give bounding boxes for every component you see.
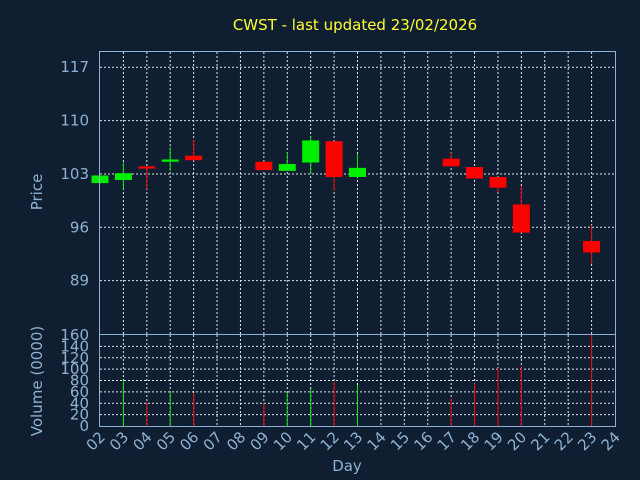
day-tick-label: 17 bbox=[434, 428, 460, 454]
price-tick-label: 89 bbox=[70, 272, 89, 290]
day-tick-label: 10 bbox=[270, 428, 296, 454]
price-tick-label: 117 bbox=[60, 58, 89, 76]
candle-body bbox=[302, 140, 320, 163]
day-tick-label: 12 bbox=[317, 428, 343, 454]
day-tick-label: 06 bbox=[176, 428, 202, 454]
day-tick-label: 07 bbox=[200, 428, 226, 454]
candle-body bbox=[114, 173, 132, 181]
day-axis-ticks: 0203040506070809101112131415161718192021… bbox=[83, 428, 624, 454]
day-tick-label: 09 bbox=[246, 428, 272, 454]
volume-tick-label: 80 bbox=[70, 372, 89, 390]
day-tick-label: 20 bbox=[504, 428, 530, 454]
volume-panel-frame bbox=[99, 334, 616, 427]
candle-body bbox=[349, 167, 366, 177]
volume-tick-label: 140 bbox=[60, 337, 89, 355]
volume-tick-label: 60 bbox=[70, 383, 89, 401]
volume-tick-label: 160 bbox=[60, 326, 89, 344]
day-tick-label: 22 bbox=[551, 428, 577, 454]
candle-body bbox=[466, 167, 484, 179]
price-tick-label: 96 bbox=[70, 218, 89, 236]
day-tick-label: 08 bbox=[223, 428, 249, 454]
volume-axis-label: Volume (0000) bbox=[28, 326, 46, 436]
volume-tick-label: 20 bbox=[70, 406, 89, 424]
volume-tick-label: 100 bbox=[60, 360, 89, 378]
candle-body bbox=[255, 161, 273, 171]
candle-body bbox=[442, 158, 460, 167]
volume-tick-label: 120 bbox=[60, 349, 89, 367]
day-tick-label: 23 bbox=[574, 428, 600, 454]
candle-body bbox=[583, 241, 601, 253]
price-tick-label: 110 bbox=[60, 112, 89, 130]
volume-bars bbox=[122, 335, 593, 426]
price-axis-label: Price bbox=[28, 174, 46, 211]
day-tick-label: 14 bbox=[364, 428, 390, 454]
day-tick-label: 11 bbox=[293, 428, 319, 454]
candle-body bbox=[138, 166, 156, 169]
candle-body bbox=[489, 176, 507, 188]
volume-tick-label: 0 bbox=[79, 417, 89, 435]
day-tick-label: 19 bbox=[481, 428, 507, 454]
candles bbox=[91, 135, 601, 264]
candle-body bbox=[185, 155, 203, 161]
day-tick-label: 21 bbox=[527, 428, 553, 454]
day-tick-label: 04 bbox=[129, 428, 155, 454]
candle-body bbox=[325, 141, 343, 177]
price-grid bbox=[100, 52, 615, 334]
candle-body bbox=[278, 164, 296, 171]
x-axis-label: Day bbox=[332, 457, 362, 475]
price-axis-ticks: 89 96 103 110 117 bbox=[60, 58, 89, 289]
day-tick-label: 16 bbox=[410, 428, 436, 454]
candle-body bbox=[161, 159, 179, 162]
day-tick-label: 24 bbox=[598, 428, 624, 454]
candle-body bbox=[512, 204, 530, 233]
day-tick-label: 15 bbox=[387, 428, 413, 454]
day-tick-label: 13 bbox=[340, 428, 366, 454]
price-tick-label: 103 bbox=[60, 165, 89, 183]
day-tick-label: 05 bbox=[153, 428, 179, 454]
chart-title: CWST - last updated 23/02/2026 bbox=[233, 16, 477, 34]
day-tick-label: 18 bbox=[457, 428, 483, 454]
volume-tick-label: 40 bbox=[70, 394, 89, 412]
day-tick-label: 03 bbox=[106, 428, 132, 454]
